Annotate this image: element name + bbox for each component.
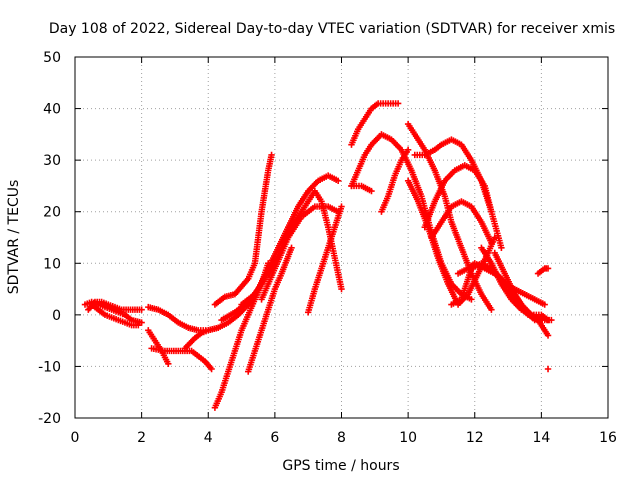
data-point <box>338 203 345 210</box>
x-tick-label: 6 <box>270 430 279 446</box>
grid-lines <box>75 57 608 418</box>
y-tick-label: -10 <box>38 359 61 375</box>
series-track-22 <box>421 162 495 231</box>
y-axis-label: SDTVAR / TECUs <box>6 180 22 295</box>
x-tick-label: 4 <box>204 430 213 446</box>
data-point <box>394 100 402 107</box>
series-track-15 <box>348 100 402 148</box>
data-point <box>288 244 295 252</box>
series-track-8 <box>211 151 275 308</box>
data-point <box>334 177 342 184</box>
data-point <box>544 365 552 373</box>
y-tick-label: 40 <box>43 102 61 118</box>
data-point <box>488 208 495 215</box>
x-tick-label: 16 <box>599 430 617 446</box>
data-point <box>135 321 142 329</box>
y-tick-label: 20 <box>43 205 61 221</box>
data-point <box>488 239 495 246</box>
series-track-3 <box>88 301 142 329</box>
series-track-17 <box>348 182 375 195</box>
series-track-30 <box>544 365 552 373</box>
data-point <box>541 301 548 308</box>
data-point <box>268 151 275 159</box>
y-tick-label: -20 <box>38 411 61 427</box>
x-tick-label: 0 <box>71 430 80 446</box>
x-axis-label: GPS time / hours <box>282 458 399 474</box>
series-track-2 <box>85 298 145 313</box>
data-point <box>544 332 552 339</box>
series-track-6 <box>148 345 215 373</box>
series-track-13 <box>258 203 342 303</box>
y-tick-labels: -20 -10 0 10 20 30 40 50 <box>38 50 61 427</box>
x-tick-label: 14 <box>532 430 550 446</box>
series-track-10 <box>245 244 295 375</box>
data-point <box>498 244 505 252</box>
data-points <box>81 100 555 411</box>
series-track-28 <box>504 285 552 339</box>
data-point <box>544 265 552 272</box>
series-track-14 <box>304 203 345 316</box>
series-track-23 <box>428 198 495 246</box>
data-point <box>548 316 555 324</box>
y-tick-label: 10 <box>43 256 61 272</box>
x-tick-label: 2 <box>137 430 146 446</box>
plot-frame <box>74 56 609 419</box>
series-track-19 <box>404 120 495 313</box>
data-point <box>368 187 375 195</box>
chart-title: Day 108 of 2022, Sidereal Day-to-day VTE… <box>49 21 615 37</box>
x-tick-label: 8 <box>337 430 346 446</box>
y-tick-label: 0 <box>52 308 61 324</box>
data-point <box>338 285 345 293</box>
y-tick-label: 30 <box>43 153 61 169</box>
data-point <box>138 319 145 326</box>
y-tick-label: 50 <box>43 50 61 66</box>
data-point <box>488 306 495 313</box>
data-point <box>468 296 475 303</box>
data-point <box>165 360 172 368</box>
x-tick-labels: 0 2 4 6 8 10 12 14 16 <box>71 430 617 446</box>
series-track-18 <box>378 146 412 215</box>
data-point <box>138 306 145 313</box>
data-point <box>404 146 412 154</box>
series-track-29 <box>534 265 552 277</box>
data-point <box>208 365 215 373</box>
x-tick-label: 10 <box>399 430 417 446</box>
x-tick-label: 12 <box>466 430 484 446</box>
